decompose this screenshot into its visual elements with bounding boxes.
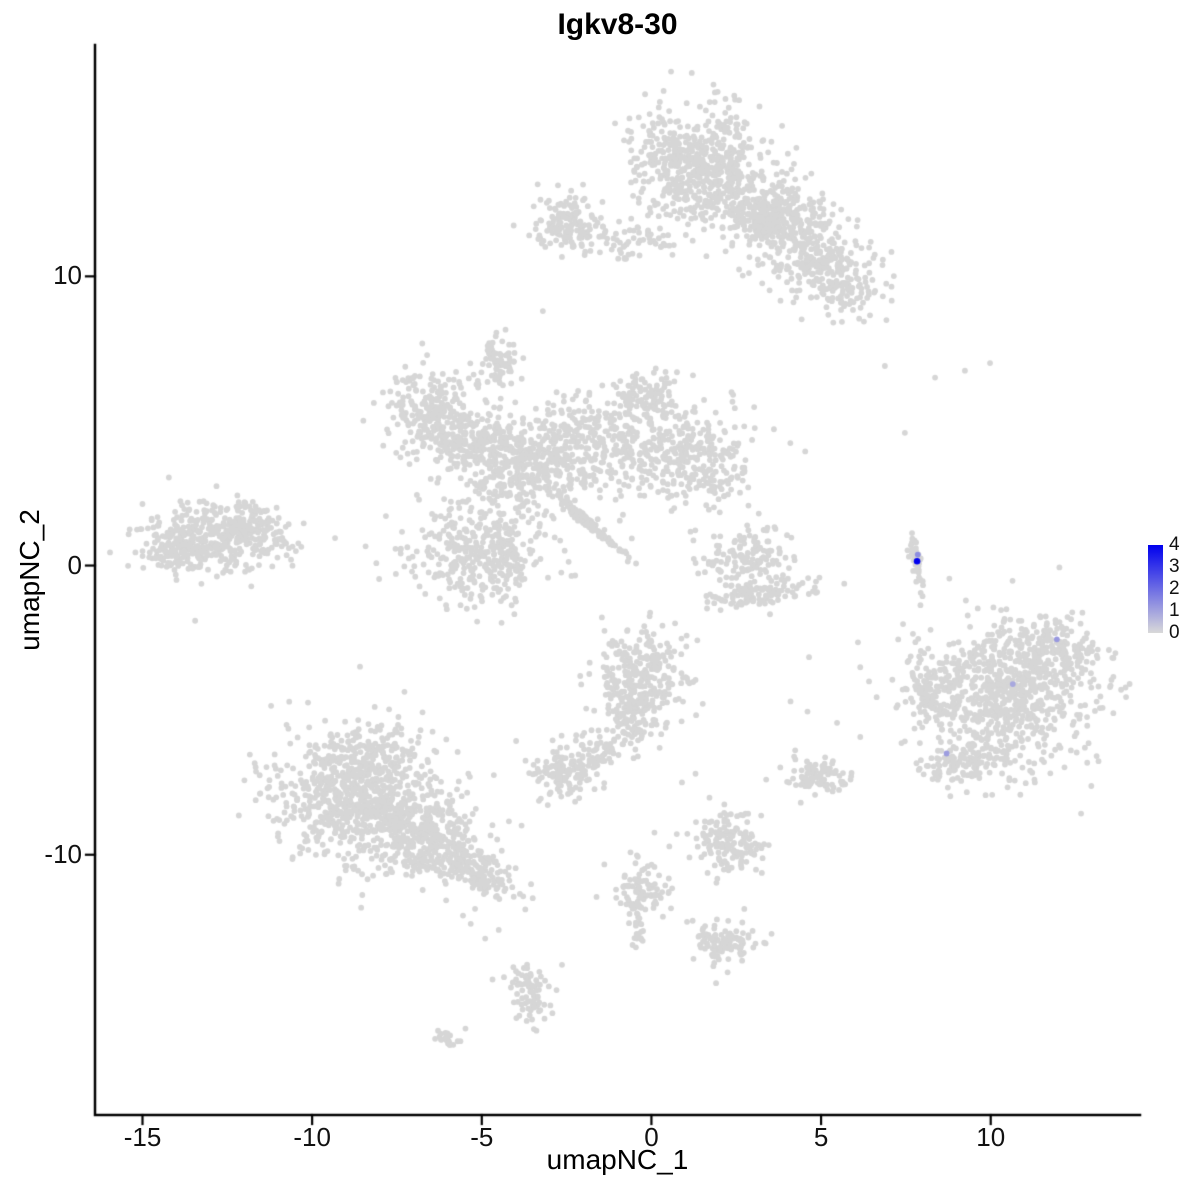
- x-tick-label: 5: [813, 1122, 829, 1152]
- x-tick-label: 10: [976, 1122, 1006, 1152]
- x-axis-label: umapNC_1: [546, 1144, 689, 1175]
- y-tick-label: 10: [53, 260, 82, 291]
- legend-tick-label: 1: [1169, 600, 1180, 621]
- legend-tick-label: 0: [1169, 622, 1180, 643]
- legend-gradient-bar: [1148, 545, 1163, 633]
- legend-tick-label: 2: [1169, 578, 1180, 599]
- y-tick-label: -10: [44, 838, 82, 869]
- legend-tick-label: 4: [1169, 534, 1180, 555]
- x-tick-label: -5: [470, 1122, 494, 1152]
- y-tick-label: 0: [67, 549, 82, 580]
- x-tick-label: 0: [644, 1122, 659, 1152]
- legend-tick-label: 3: [1169, 556, 1180, 577]
- x-tick-label: -15: [123, 1122, 162, 1152]
- x-tick-label: -10: [293, 1122, 331, 1152]
- plot-title: Igkv8-30: [557, 8, 678, 41]
